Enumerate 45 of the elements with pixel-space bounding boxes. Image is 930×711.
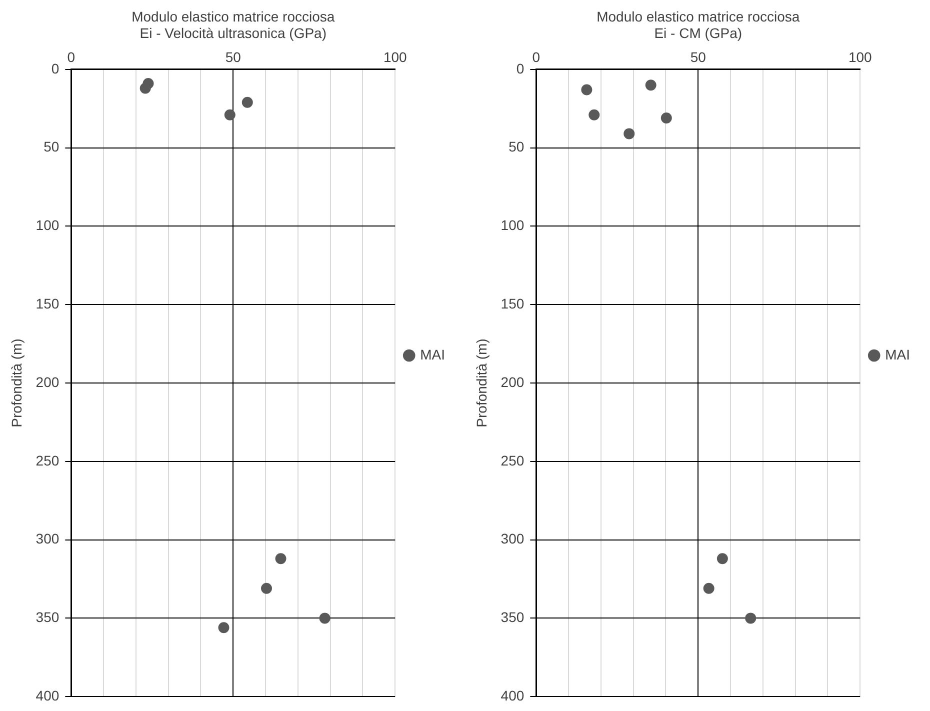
y-tick-label: 200 (500, 374, 524, 390)
y-tick-label: 200 (36, 374, 60, 390)
x-tick-label: 50 (225, 48, 242, 65)
legend-label: MAI (420, 346, 445, 362)
x-tick-label: 0 (67, 48, 76, 65)
y-tick-label: 400 (500, 687, 524, 704)
x-axis-title: Modulo elastico matrice rocciosa Ei - Velocità ultrasonica (GPa) (132, 8, 335, 42)
x-tick-label: 0 (532, 48, 540, 65)
y-tick-label: 100 (36, 217, 60, 234)
y-tick-label: 50 (508, 138, 524, 155)
point (645, 80, 656, 91)
x-tick-label: 100 (383, 48, 408, 65)
y-tick-label: 150 (36, 295, 60, 312)
x-tick-label: 50 (690, 48, 706, 65)
point (224, 109, 236, 120)
point (242, 96, 253, 108)
y-tick-label: 300 (500, 530, 524, 547)
y-tick-label: 400 (36, 687, 60, 704)
y-tick-label: 0 (516, 60, 524, 76)
point (660, 112, 672, 124)
y-tick-label: 150 (500, 295, 524, 312)
y-tick-label: 100 (500, 217, 524, 234)
point (624, 128, 635, 140)
y-axis-title: Profondità (m) (473, 338, 490, 428)
point (703, 582, 714, 594)
point (588, 109, 600, 120)
point (275, 553, 286, 564)
y-tick-label: 350 (36, 609, 60, 626)
point (745, 612, 756, 624)
point (716, 553, 728, 564)
legend-label: MAI (885, 346, 910, 362)
y-tick-label: 300 (36, 530, 60, 547)
y-axis-title: Profondità (m) (8, 338, 24, 428)
y-tick-label: 350 (500, 609, 524, 626)
x-tick-label: 100 (848, 48, 872, 65)
x-axis-title: Modulo elastico matrice rocciosa Ei - CM (GPa) (596, 8, 800, 42)
point (140, 82, 151, 94)
point (319, 612, 330, 624)
y-tick-label: 50 (44, 138, 60, 155)
y-tick-label: 0 (51, 60, 60, 76)
y-tick-label: 250 (36, 452, 60, 468)
point (261, 582, 272, 594)
y-tick-label: 250 (500, 452, 524, 468)
point (218, 622, 230, 634)
point (581, 84, 592, 96)
